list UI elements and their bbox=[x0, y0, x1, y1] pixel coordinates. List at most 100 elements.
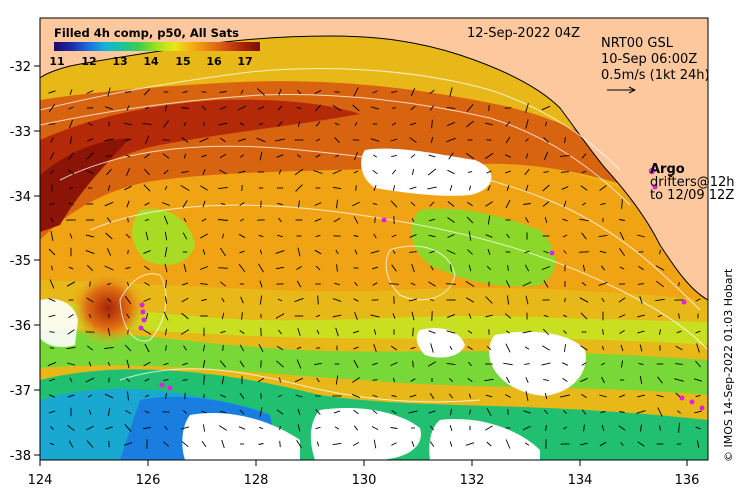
current-vector bbox=[353, 216, 359, 224]
current-vector bbox=[127, 329, 129, 335]
current-vector bbox=[87, 121, 93, 127]
current-vector bbox=[335, 375, 339, 385]
current-vector bbox=[201, 218, 207, 222]
current-vector bbox=[163, 120, 169, 128]
current-vector bbox=[465, 152, 475, 160]
current-vector bbox=[505, 343, 511, 353]
argo-drifter-marker[interactable] bbox=[159, 382, 165, 388]
current-vector bbox=[182, 282, 188, 286]
current-vector bbox=[219, 153, 227, 159]
current-vector bbox=[373, 344, 377, 352]
current-vector bbox=[180, 329, 190, 335]
current-vector bbox=[678, 281, 680, 287]
current-vector bbox=[411, 217, 415, 223]
current-vector bbox=[637, 234, 645, 238]
current-vector bbox=[199, 137, 209, 143]
current-vector bbox=[372, 90, 378, 94]
current-vector bbox=[354, 151, 358, 161]
current-vector bbox=[68, 106, 74, 110]
current-vector bbox=[86, 425, 94, 431]
current-vector bbox=[428, 281, 436, 287]
current-vector bbox=[371, 426, 379, 430]
current-vector bbox=[659, 329, 661, 335]
current-vector bbox=[275, 266, 285, 270]
argo-drifter-marker[interactable] bbox=[689, 399, 695, 405]
current-vector bbox=[105, 426, 113, 430]
current-vector bbox=[237, 138, 247, 142]
current-vector bbox=[259, 249, 263, 255]
current-vector bbox=[620, 360, 624, 368]
current-vector bbox=[447, 169, 455, 175]
current-vector bbox=[487, 248, 491, 256]
current-vector bbox=[372, 169, 378, 175]
current-vector bbox=[505, 136, 511, 144]
current-vector bbox=[392, 313, 396, 319]
current-vector bbox=[372, 282, 378, 286]
current-vector bbox=[505, 170, 511, 174]
current-vector bbox=[240, 154, 244, 158]
argo-drifter-marker[interactable] bbox=[699, 405, 705, 411]
argo-drifter-marker[interactable] bbox=[381, 217, 387, 223]
current-vector bbox=[183, 153, 187, 159]
argo-drifter-marker[interactable] bbox=[652, 184, 658, 190]
current-vector bbox=[639, 296, 643, 304]
current-vector bbox=[370, 314, 380, 318]
current-vector bbox=[202, 168, 206, 176]
current-vector bbox=[276, 345, 284, 351]
current-vector bbox=[486, 265, 492, 271]
current-vector bbox=[467, 346, 473, 350]
current-vector bbox=[353, 170, 359, 174]
current-vector bbox=[86, 345, 94, 351]
current-vector bbox=[277, 394, 283, 398]
current-vector bbox=[126, 313, 130, 319]
colorbar-labels: 11 12 13 14 15 16 17 bbox=[44, 55, 264, 69]
colorbar-legend: Filled 4h comp, p50, All Sats 11 12 13 1… bbox=[44, 26, 264, 70]
current-vector bbox=[619, 247, 625, 257]
current-vector bbox=[275, 250, 285, 254]
current-vector bbox=[143, 298, 151, 302]
current-vector bbox=[107, 185, 111, 191]
current-vector bbox=[446, 362, 456, 366]
current-vector bbox=[279, 425, 281, 431]
current-vector bbox=[352, 201, 360, 207]
current-vector bbox=[486, 139, 492, 141]
current-vector bbox=[543, 409, 549, 415]
current-vector bbox=[181, 137, 189, 143]
argo-drifter-marker[interactable] bbox=[138, 325, 144, 331]
current-vector bbox=[351, 393, 361, 399]
argo-drifter-marker[interactable] bbox=[141, 317, 147, 323]
current-vector bbox=[409, 122, 417, 126]
current-vector bbox=[49, 217, 55, 223]
argo-drifter-marker[interactable] bbox=[167, 385, 173, 391]
current-vector bbox=[390, 361, 398, 367]
current-vector bbox=[48, 298, 56, 302]
current-vector bbox=[314, 362, 322, 366]
current-vector bbox=[353, 425, 359, 431]
current-vector bbox=[354, 249, 358, 255]
argo-drifter-marker[interactable] bbox=[679, 395, 685, 401]
current-vector bbox=[543, 137, 549, 143]
current-vector bbox=[49, 202, 55, 206]
argo-drifter-marker[interactable] bbox=[681, 299, 687, 305]
argo-drifter-marker[interactable] bbox=[139, 302, 145, 308]
argo-drifter-marker[interactable] bbox=[140, 309, 146, 315]
current-vector bbox=[164, 263, 168, 273]
current-vector bbox=[525, 217, 529, 223]
current-vector bbox=[164, 104, 168, 112]
current-vector bbox=[258, 343, 264, 353]
argo-drifter-marker[interactable] bbox=[549, 250, 555, 256]
current-vector bbox=[70, 136, 72, 144]
current-vector bbox=[655, 265, 665, 271]
current-vector bbox=[67, 169, 75, 175]
current-vector bbox=[219, 169, 227, 175]
current-vector bbox=[125, 377, 131, 383]
current-vector bbox=[336, 199, 338, 209]
current-vector bbox=[372, 154, 378, 158]
current-vector bbox=[427, 361, 437, 367]
current-vector bbox=[562, 218, 568, 222]
current-vector bbox=[48, 123, 56, 125]
current-vector bbox=[446, 121, 456, 127]
current-vector bbox=[619, 231, 625, 241]
current-vector bbox=[562, 426, 568, 430]
current-vector bbox=[581, 170, 587, 174]
